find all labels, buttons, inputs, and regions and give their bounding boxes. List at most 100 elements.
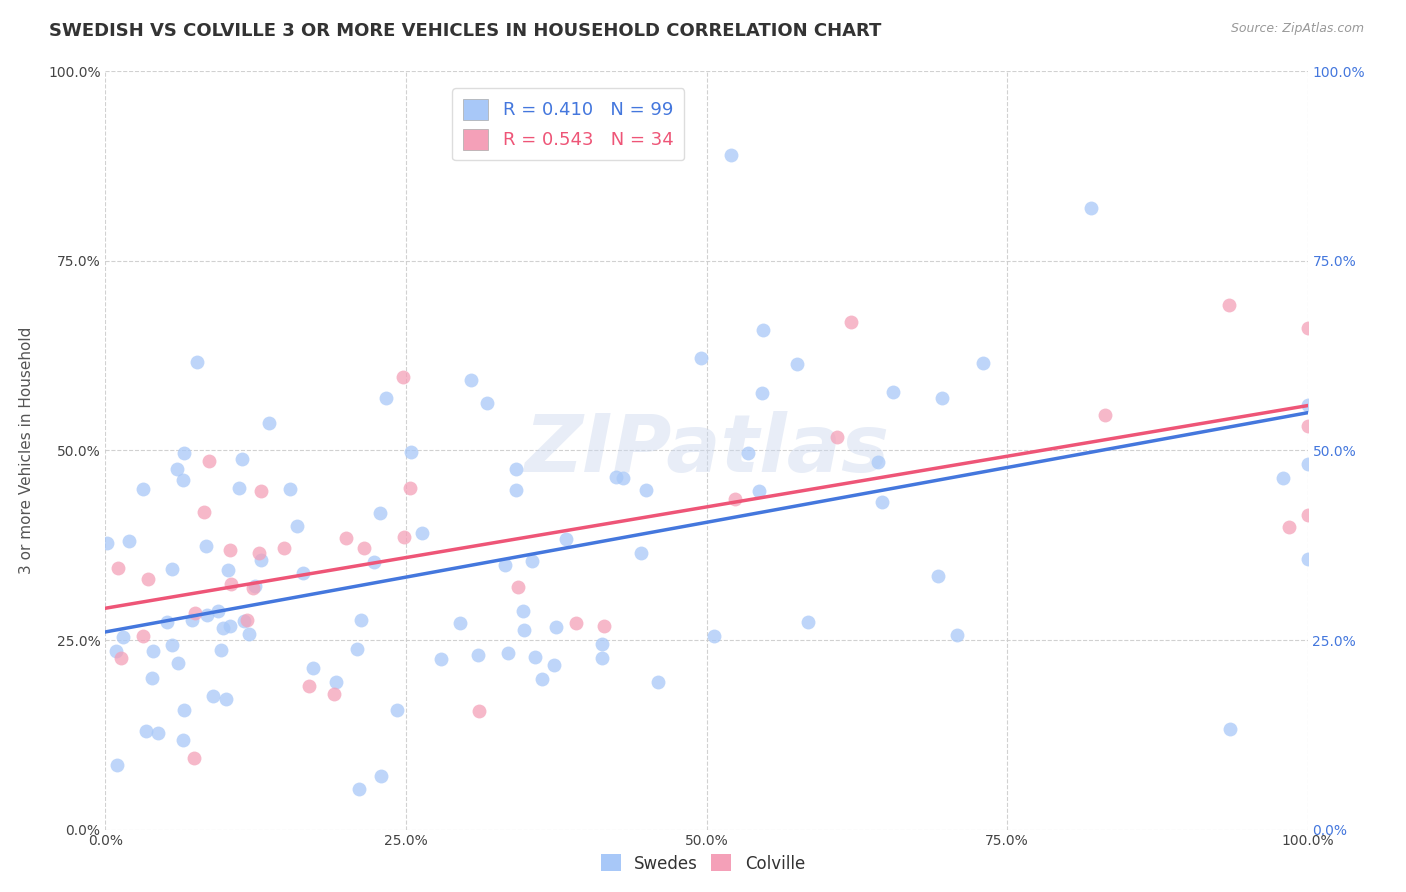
Point xyxy=(207,604,229,618)
Point xyxy=(825,430,848,444)
Point xyxy=(217,563,239,577)
Point xyxy=(235,613,257,627)
Point xyxy=(375,391,398,405)
Point xyxy=(1271,471,1294,485)
Point xyxy=(131,482,153,496)
Point xyxy=(1080,201,1102,215)
Point xyxy=(591,637,613,651)
Point xyxy=(219,542,242,557)
Point xyxy=(392,530,415,544)
Point xyxy=(112,630,135,644)
Point xyxy=(180,613,202,627)
Point xyxy=(630,546,652,560)
Point xyxy=(506,580,529,594)
Point xyxy=(166,656,188,670)
Point xyxy=(430,651,453,665)
Point xyxy=(505,483,527,497)
Point xyxy=(353,541,375,556)
Point xyxy=(546,620,568,634)
Point xyxy=(319,858,342,872)
Point xyxy=(173,446,195,460)
Point xyxy=(325,674,347,689)
Point xyxy=(1296,551,1319,566)
Point xyxy=(866,455,889,469)
Point xyxy=(346,642,368,657)
Point xyxy=(1296,508,1319,522)
Point xyxy=(751,386,773,401)
Point xyxy=(1296,418,1319,433)
Point xyxy=(141,643,163,657)
Point xyxy=(515,132,537,146)
Point xyxy=(135,724,157,739)
Point xyxy=(280,482,302,496)
Point xyxy=(505,461,527,475)
Point xyxy=(612,471,634,485)
Point xyxy=(872,495,894,509)
Point xyxy=(690,351,713,365)
Point xyxy=(1296,457,1319,471)
Text: SWEDISH VS COLVILLE 3 OR MORE VEHICLES IN HOUSEHOLD CORRELATION CHART: SWEDISH VS COLVILLE 3 OR MORE VEHICLES I… xyxy=(49,22,882,40)
Point xyxy=(634,483,657,497)
Legend: Swedes, Colville: Swedes, Colville xyxy=(595,847,811,880)
Point xyxy=(591,650,613,665)
Point xyxy=(193,505,215,519)
Text: ZIPatlas: ZIPatlas xyxy=(524,411,889,490)
Point xyxy=(927,568,949,582)
Point xyxy=(797,615,820,629)
Point xyxy=(233,614,256,628)
Point xyxy=(748,484,770,499)
Point xyxy=(118,533,141,548)
Point xyxy=(387,703,409,717)
Point xyxy=(370,768,392,782)
Point xyxy=(513,623,536,637)
Point xyxy=(249,483,271,498)
Point xyxy=(1277,519,1299,533)
Point xyxy=(399,481,422,495)
Point xyxy=(391,370,413,384)
Point xyxy=(1296,398,1319,412)
Point xyxy=(172,733,194,747)
Y-axis label: 3 or more Vehicles in Household: 3 or more Vehicles in Household xyxy=(20,326,34,574)
Point xyxy=(703,629,725,643)
Point xyxy=(737,446,759,460)
Point xyxy=(291,566,314,581)
Point xyxy=(368,506,391,520)
Point xyxy=(494,558,516,572)
Point xyxy=(105,758,128,772)
Point xyxy=(496,646,519,660)
Point xyxy=(298,679,321,693)
Point xyxy=(520,553,543,567)
Point xyxy=(219,619,242,633)
Legend: R = 0.410   N = 99, R = 0.543   N = 34: R = 0.410 N = 99, R = 0.543 N = 34 xyxy=(453,88,685,161)
Point xyxy=(786,357,808,371)
Point xyxy=(160,562,183,576)
Point xyxy=(724,492,747,507)
Point xyxy=(530,672,553,686)
Point xyxy=(211,621,233,635)
Point xyxy=(524,650,547,665)
Point xyxy=(231,452,253,467)
Point xyxy=(201,690,224,704)
Point xyxy=(243,578,266,592)
Point xyxy=(242,582,264,596)
Point xyxy=(350,613,373,627)
Point xyxy=(475,395,498,409)
Point xyxy=(839,314,862,328)
Point xyxy=(160,638,183,652)
Point xyxy=(107,561,129,575)
Point xyxy=(166,462,188,476)
Point xyxy=(882,385,904,400)
Point xyxy=(467,704,489,718)
Point xyxy=(301,661,323,675)
Point xyxy=(349,782,371,797)
Point xyxy=(156,615,179,629)
Point xyxy=(257,416,280,430)
Point xyxy=(141,671,163,685)
Point xyxy=(512,604,534,618)
Point xyxy=(946,628,969,642)
Point xyxy=(720,148,742,162)
Point xyxy=(173,703,195,717)
Point xyxy=(238,626,260,640)
Point xyxy=(214,692,236,706)
Point xyxy=(198,453,221,467)
